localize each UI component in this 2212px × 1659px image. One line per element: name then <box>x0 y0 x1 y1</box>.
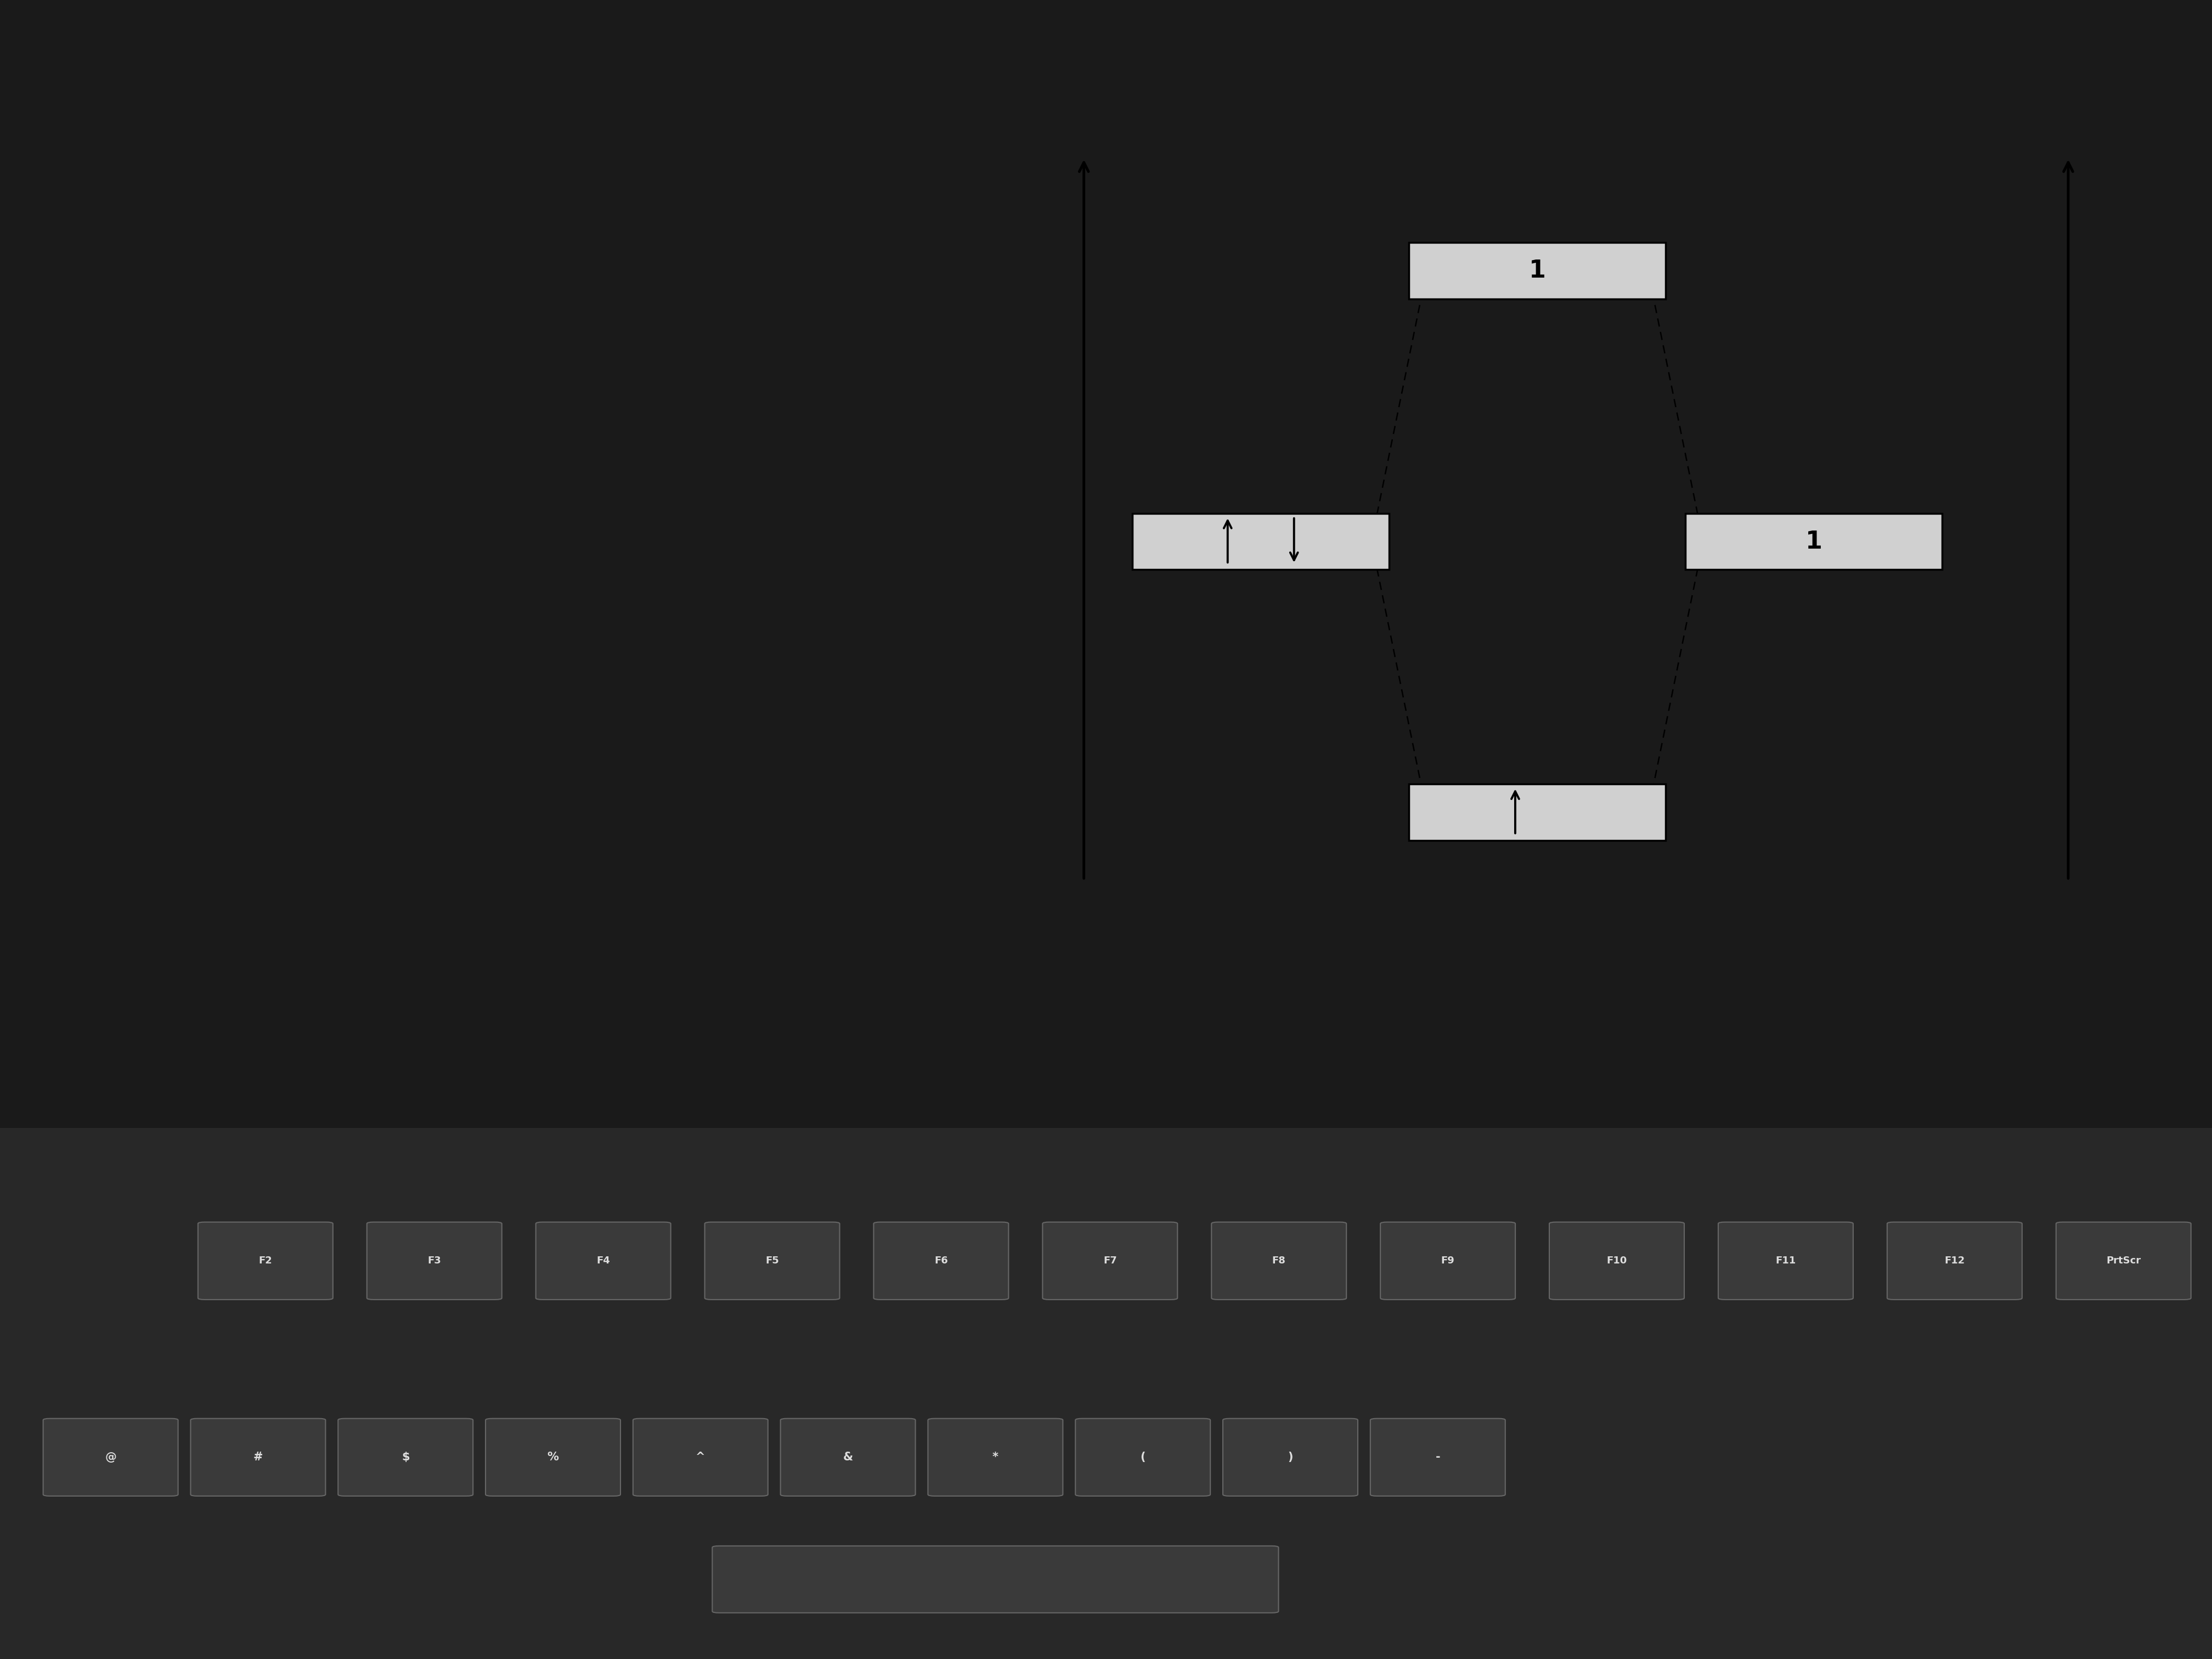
Text: 1: 1 <box>1528 259 1546 282</box>
FancyBboxPatch shape <box>1719 1223 1854 1299</box>
Text: σ* 1s: σ* 1s <box>1688 249 1743 270</box>
FancyBboxPatch shape <box>367 1223 502 1299</box>
Text: F2: F2 <box>259 1256 272 1266</box>
FancyBboxPatch shape <box>1075 1418 1210 1496</box>
FancyBboxPatch shape <box>42 1418 177 1496</box>
Text: He atom: He atom <box>1219 893 1303 912</box>
FancyBboxPatch shape <box>1223 1418 1358 1496</box>
FancyBboxPatch shape <box>1686 513 1942 569</box>
Text: E: E <box>2059 121 2077 146</box>
Text: He: He <box>1248 972 1274 990</box>
Text: (: ( <box>1139 1452 1146 1463</box>
FancyBboxPatch shape <box>781 1418 916 1496</box>
Text: F9: F9 <box>1440 1256 1455 1266</box>
Text: *: * <box>993 1452 998 1463</box>
Text: F6: F6 <box>933 1256 949 1266</box>
FancyBboxPatch shape <box>535 1223 670 1299</box>
Text: 1s: 1s <box>1086 519 1110 541</box>
Text: b)  Identify if this molecule is: b) Identify if this molecule is <box>177 587 653 619</box>
Text: %: % <box>546 1452 560 1463</box>
Text: He⁺: He⁺ <box>1796 972 1832 990</box>
Text: -: - <box>1436 1452 1440 1463</box>
FancyBboxPatch shape <box>1548 1223 1683 1299</box>
FancyBboxPatch shape <box>633 1418 768 1496</box>
FancyBboxPatch shape <box>874 1223 1009 1299</box>
FancyBboxPatch shape <box>1133 513 1389 569</box>
Text: σ 1s: σ 1s <box>1688 791 1734 811</box>
Text: F4: F4 <box>597 1256 611 1266</box>
Text: &: & <box>843 1452 854 1463</box>
Text: PrtScr: PrtScr <box>2106 1256 2141 1266</box>
FancyBboxPatch shape <box>190 1418 325 1496</box>
Text: Procedure:: Procedure: <box>33 33 230 65</box>
Text: F11: F11 <box>1776 1256 1796 1266</box>
Text: 1): 1) <box>33 169 66 201</box>
Text: 1s′: 1s′ <box>1601 972 1628 990</box>
FancyBboxPatch shape <box>712 1546 1279 1613</box>
FancyBboxPatch shape <box>929 1418 1064 1496</box>
FancyBboxPatch shape <box>197 1223 332 1299</box>
FancyBboxPatch shape <box>1887 1223 2022 1299</box>
Text: The Molecular Orbital diagram for He₂⁺ is shown.: The Molecular Orbital diagram for He₂⁺ i… <box>221 169 1031 201</box>
FancyBboxPatch shape <box>1042 1223 1177 1299</box>
Text: Bond order: Bond order <box>265 451 469 483</box>
Text: Answer the following questions related to Molecular Orbital Theory.: Answer the following questions related t… <box>299 33 1533 65</box>
Text: 1: 1 <box>1805 529 1823 554</box>
Text: He⁺ ion: He⁺ ion <box>1776 893 1851 912</box>
Text: F3: F3 <box>427 1256 440 1266</box>
Text: F10: F10 <box>1606 1256 1628 1266</box>
FancyBboxPatch shape <box>338 1418 473 1496</box>
Text: #: # <box>254 1452 263 1463</box>
Text: 1 s²: 1 s² <box>1442 972 1478 990</box>
Text: @: @ <box>104 1452 117 1463</box>
Text: 1s: 1s <box>1964 519 1989 541</box>
Text: F8: F8 <box>1272 1256 1285 1266</box>
FancyBboxPatch shape <box>1409 242 1666 299</box>
FancyBboxPatch shape <box>1369 1418 1504 1496</box>
Text: F7: F7 <box>1104 1256 1117 1266</box>
FancyBboxPatch shape <box>1212 1223 1347 1299</box>
Text: $: $ <box>403 1452 409 1463</box>
Text: ^: ^ <box>695 1452 706 1463</box>
Text: F12: F12 <box>1944 1256 1964 1266</box>
Text: paramagnetic or diamagnetic.: paramagnetic or diamagnetic. <box>232 710 774 742</box>
FancyBboxPatch shape <box>1409 785 1666 841</box>
FancyBboxPatch shape <box>706 1223 841 1299</box>
Text: Energy: Energy <box>1031 506 1048 577</box>
Text: ): ) <box>1287 1452 1294 1463</box>
Text: F5: F5 <box>765 1256 779 1266</box>
FancyBboxPatch shape <box>487 1418 619 1496</box>
FancyBboxPatch shape <box>2057 1223 2190 1299</box>
Text: He₂⁺ ion: He₂⁺ ion <box>1495 893 1579 912</box>
Text: a)  Identify the bond order.: a) Identify the bond order. <box>177 315 615 347</box>
FancyBboxPatch shape <box>1380 1223 1515 1299</box>
